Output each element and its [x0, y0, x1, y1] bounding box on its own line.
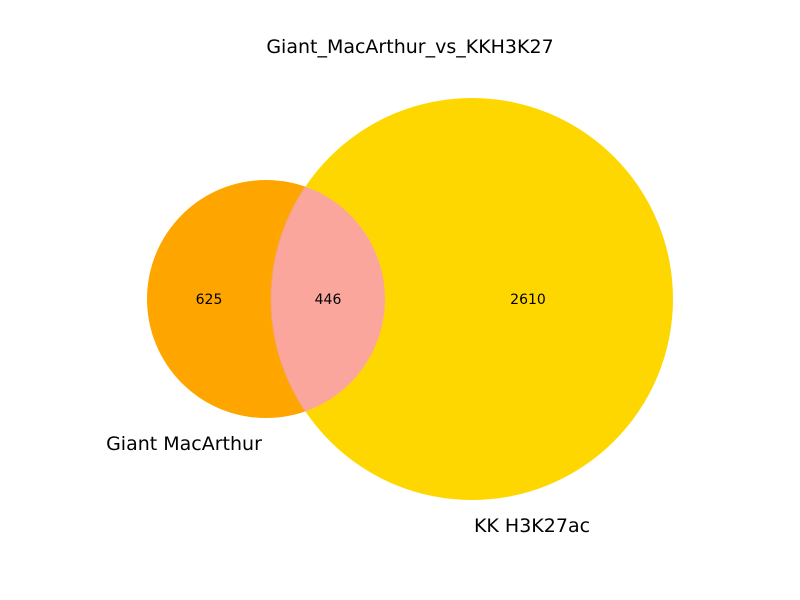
- set-b-label: KK H3K27ac: [474, 515, 590, 537]
- count-only-b: 2610: [510, 292, 546, 308]
- count-intersection: 446: [315, 292, 342, 308]
- diagram-title: Giant_MacArthur_vs_KKH3K27: [266, 36, 553, 58]
- set-b-circle: [271, 98, 673, 500]
- set-a-label: Giant MacArthur: [106, 433, 262, 455]
- count-only-a: 625: [196, 292, 223, 308]
